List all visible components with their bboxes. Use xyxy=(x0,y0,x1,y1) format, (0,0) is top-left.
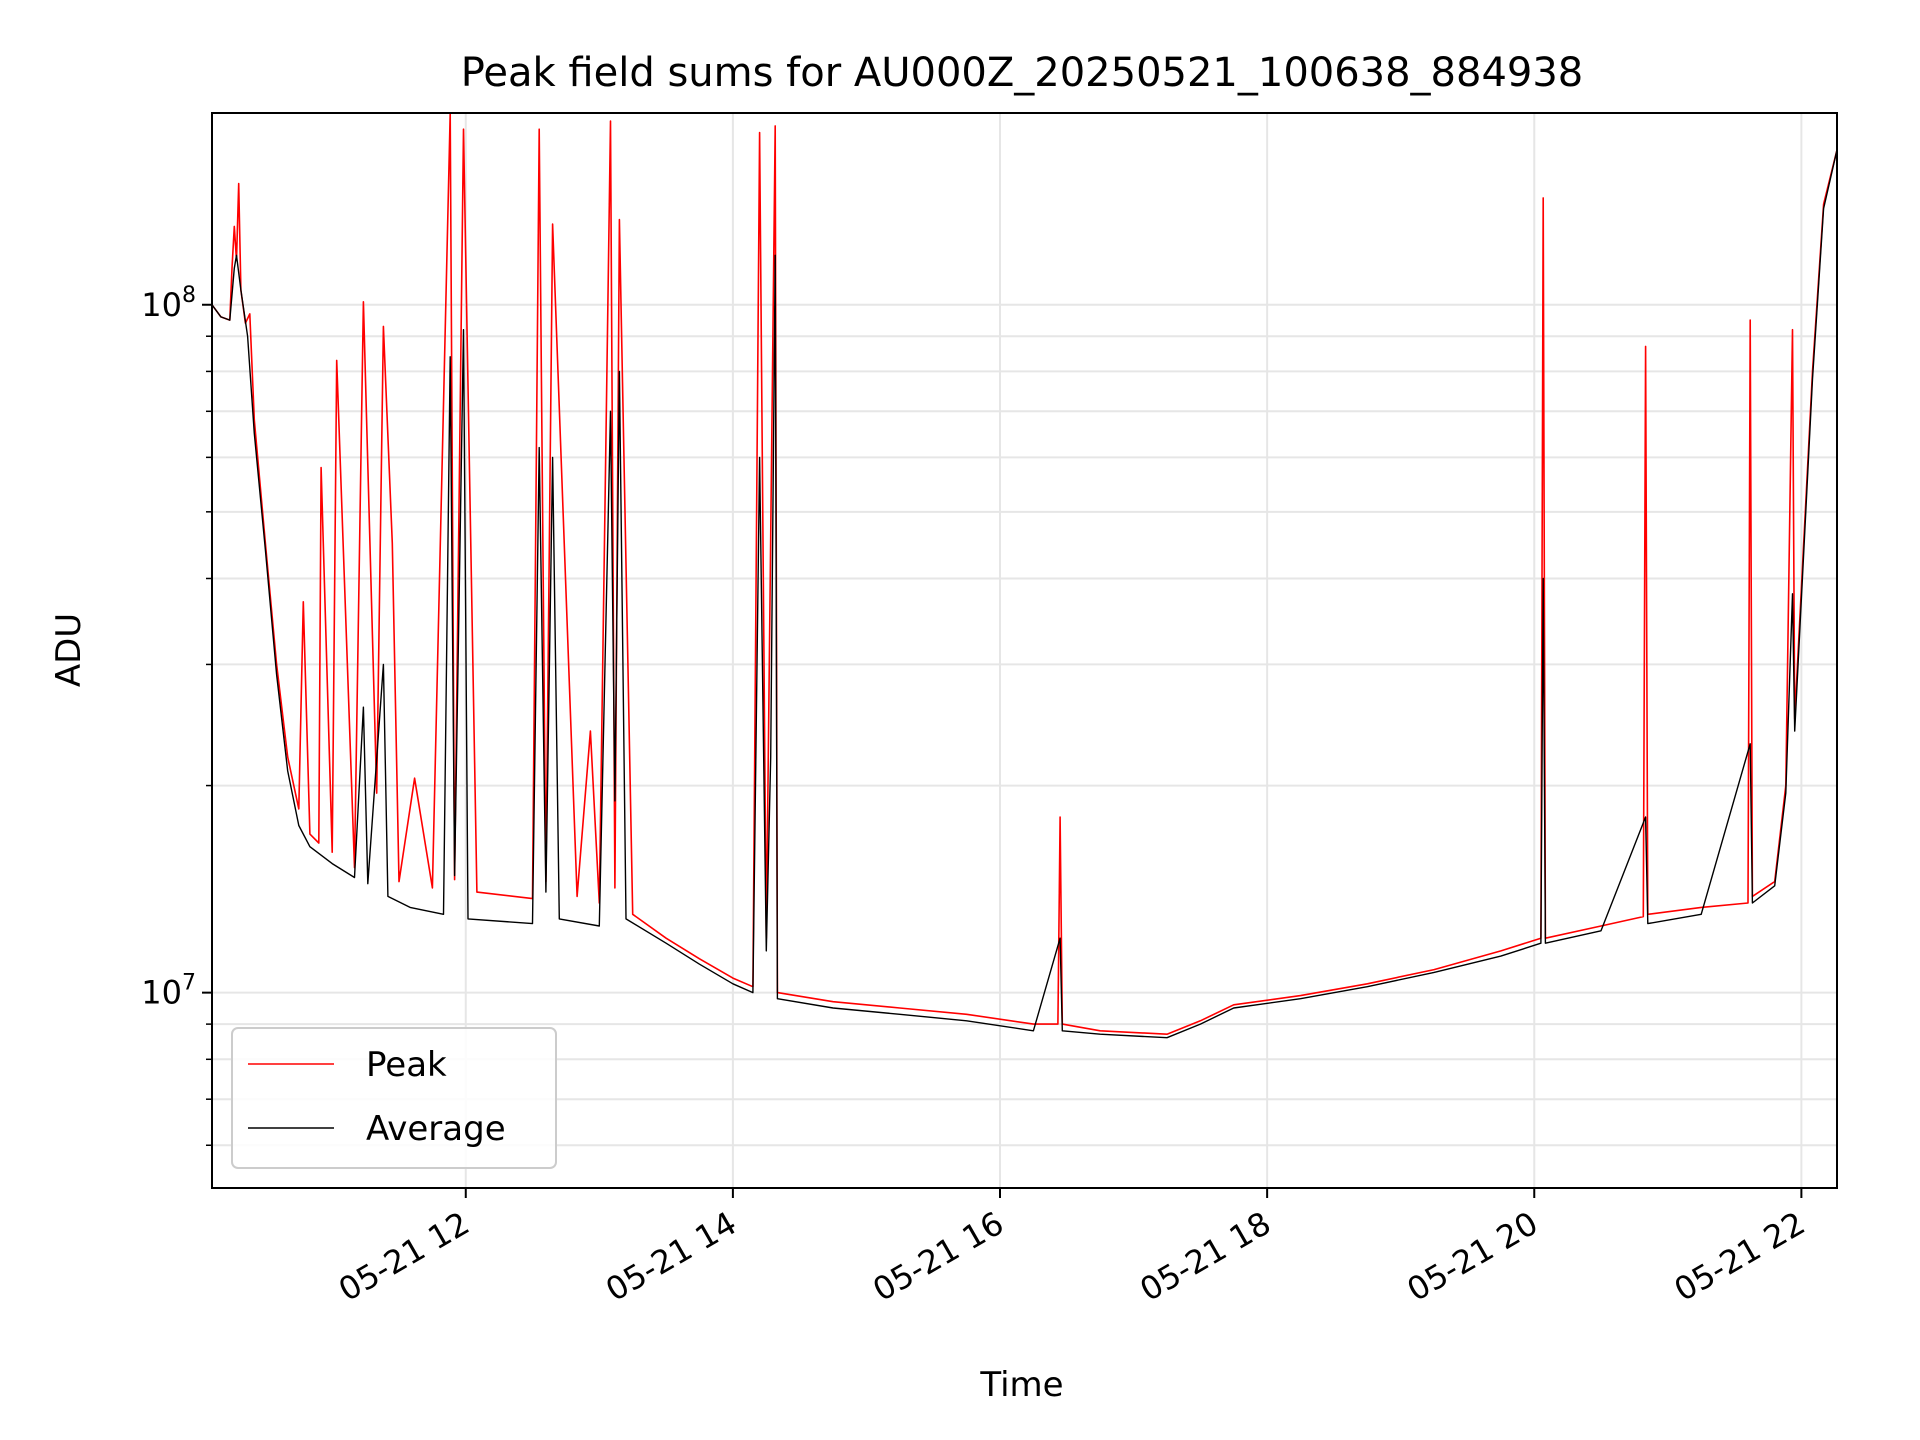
y-tick-label: 107 xyxy=(141,971,196,1012)
legend: Peak Average xyxy=(231,1027,557,1169)
series-line-peak xyxy=(212,113,1837,1035)
y-axis-label: ADU xyxy=(49,613,89,687)
y-axis-ticks: 107 108 xyxy=(141,283,212,1146)
plot-area xyxy=(212,113,1837,1039)
legend-label-average: Average xyxy=(366,1109,506,1149)
legend-box xyxy=(231,1027,557,1169)
series-layer xyxy=(212,113,1837,1039)
x-axis-label: Time xyxy=(979,1365,1063,1405)
chart-title: Peak field sums for AU000Z_20250521_1006… xyxy=(461,50,1584,96)
series-line-average xyxy=(212,149,1837,1039)
y-tick-label: 108 xyxy=(141,283,196,324)
legend-label-peak: Peak xyxy=(366,1045,447,1085)
plot-frame xyxy=(211,112,1838,1189)
